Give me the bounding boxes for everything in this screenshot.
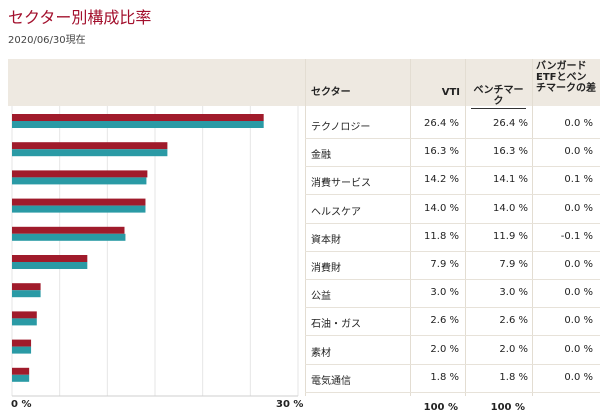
bar-vti	[12, 170, 148, 178]
bar-vti	[12, 114, 264, 121]
bar-vti	[12, 339, 32, 347]
vti-value: 16.3 %	[424, 146, 459, 158]
benchmark-value: 1.8 %	[499, 371, 528, 383]
difference-value: 0.0 %	[564, 315, 593, 327]
column-separator	[465, 59, 466, 396]
sector-name: 消費サービス	[311, 178, 371, 190]
column-separator	[410, 59, 411, 396]
bar-benchmark	[12, 374, 30, 382]
difference-value: -0.1 %	[560, 230, 593, 242]
vti-value: 3.0 %	[430, 287, 459, 299]
difference-value: 0.0 %	[564, 118, 593, 129]
difference-value: 0.0 %	[564, 146, 593, 158]
benchmark-value: 7.9 %	[499, 259, 528, 270]
table-row: 消費サービス 14.2 % 14.1 % 0.1 %	[305, 166, 600, 196]
total-benchmark: 100 %	[490, 402, 525, 413]
benchmark-value: 14.0 %	[493, 202, 528, 214]
sector-name: 金融	[311, 150, 331, 162]
vti-value: 7.9 %	[430, 259, 459, 270]
bar-benchmark	[12, 149, 168, 157]
bar-vti	[12, 311, 37, 319]
benchmark-value: 14.1 %	[493, 174, 528, 186]
difference-value: 0.0 %	[564, 287, 593, 299]
benchmark-value: 3.0 %	[499, 287, 528, 299]
sector-name: 電気通信	[311, 375, 351, 387]
difference-value: 0.0 %	[564, 343, 593, 355]
header-benchmark[interactable]: ベンチマーク	[471, 85, 526, 109]
bar-benchmark	[12, 121, 264, 128]
table-header	[8, 59, 600, 106]
table-row: 電気通信 1.8 % 1.8 % 0.0 %	[305, 364, 600, 393]
column-separator	[532, 59, 533, 396]
sector-name: 石油・ガス	[311, 319, 361, 331]
vti-value: 14.0 %	[424, 202, 459, 214]
sector-name: テクノロジー	[311, 122, 371, 133]
vti-value: 26.4 %	[424, 118, 459, 129]
bar-vti	[12, 142, 168, 150]
sector-name: 消費財	[311, 263, 341, 274]
difference-value: 0.1 %	[564, 174, 593, 186]
bar-benchmark	[12, 346, 32, 354]
bar-vti	[12, 255, 88, 262]
header-sector: セクター	[311, 87, 351, 98]
difference-value: 0.0 %	[564, 371, 593, 383]
bar-benchmark	[12, 177, 147, 185]
table-row: 素材 2.0 % 2.0 % 0.0 %	[305, 336, 600, 365]
header-vti: VTI	[441, 87, 460, 98]
difference-value: 0.0 %	[564, 202, 593, 214]
page-title: セクター別構成比率	[8, 8, 152, 27]
table-row: 金融 16.3 % 16.3 % 0.0 %	[305, 138, 600, 168]
vti-value: 2.6 %	[430, 315, 459, 327]
table-row: 資本財 11.8 % 11.9 % -0.1 %	[305, 223, 600, 252]
sector-name: 素材	[311, 347, 331, 359]
benchmark-value: 2.0 %	[499, 343, 528, 355]
benchmark-value: 11.9 %	[493, 230, 528, 242]
as-of-date: 2020/06/30現在	[8, 35, 86, 46]
vti-value: 2.0 %	[430, 343, 459, 355]
sector-name: ヘルスケア	[311, 206, 361, 218]
vti-value: 11.8 %	[424, 230, 459, 242]
vti-value: 14.2 %	[424, 174, 459, 186]
bar-benchmark	[12, 205, 146, 213]
bar-vti	[12, 226, 125, 234]
benchmark-value: 16.3 %	[493, 146, 528, 158]
table-row: 公益 3.0 % 3.0 % 0.0 %	[305, 279, 600, 309]
total-vti: 100 %	[423, 402, 458, 413]
x-axis-max-label: 30 %	[276, 399, 304, 410]
bar-benchmark	[12, 262, 88, 269]
table-row: 石油・ガス 2.6 % 2.6 % 0.0 %	[305, 307, 600, 337]
bar-benchmark	[12, 318, 37, 326]
bar-vti	[12, 198, 146, 206]
benchmark-value: 26.4 %	[493, 118, 528, 129]
vti-value: 1.8 %	[430, 371, 459, 383]
bar-benchmark	[12, 233, 126, 241]
x-axis-min-label: 0 %	[11, 399, 32, 410]
sector-name: 資本財	[311, 234, 341, 246]
bar-vti	[12, 283, 41, 291]
table-row: テクノロジー 26.4 % 26.4 % 0.0 %	[305, 110, 600, 139]
table-row: ヘルスケア 14.0 % 14.0 % 0.0 %	[305, 195, 600, 224]
column-separator	[305, 59, 306, 396]
header-difference: バンガードETFとベンチマークの差	[536, 61, 596, 94]
bar-vti	[12, 367, 30, 375]
benchmark-value: 2.6 %	[499, 315, 528, 327]
difference-value: 0.0 %	[564, 259, 593, 270]
table-row: 消費財 7.9 % 7.9 % 0.0 %	[305, 251, 600, 280]
sector-name: 公益	[311, 291, 331, 303]
bar-benchmark	[12, 290, 41, 298]
